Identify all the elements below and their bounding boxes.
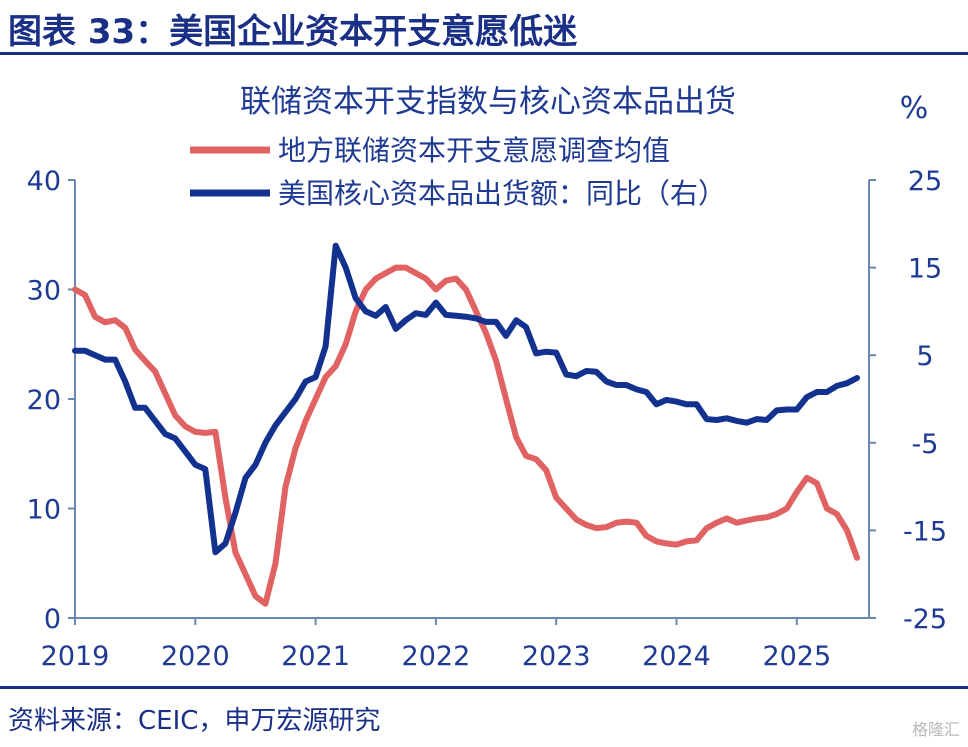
chart-title: 联储资本开支指数与核心资本品出货	[240, 84, 736, 120]
x-axis-tick-label: 2022	[402, 641, 471, 672]
series-line-left	[72, 264, 860, 607]
right-axis-tick-label: 25	[908, 166, 942, 197]
right-unit-label: %	[900, 91, 929, 126]
title-rule	[0, 52, 968, 55]
right-axis-tick-label: -5	[912, 429, 939, 460]
source-rule	[0, 686, 968, 689]
x-axis-tick-label: 2021	[281, 641, 350, 672]
figure-title: 图表 33：美国企业资本开支意愿低迷	[8, 12, 578, 52]
watermark-logo: 格隆汇	[911, 720, 960, 739]
right-axis-tick-label: -25	[903, 604, 947, 635]
right-axis-tick-label: -15	[903, 516, 947, 547]
x-axis-tick-label: 2025	[762, 641, 831, 672]
chart: 0 10 20 30 40 -25 -15 -5 5 15 25 2019 2020 2021 2022 20…	[27, 84, 947, 672]
source-note: 资料来源：CEIC，申万宏源研究	[8, 706, 381, 736]
legend-label-right-series: 美国核心资本品出货额：同比（右）	[278, 177, 726, 210]
left-axis-tick-label: 30	[27, 276, 61, 307]
x-axis-tick-label: 2019	[41, 641, 110, 672]
right-axis-tick-label: 5	[916, 341, 933, 372]
x-axis-tick-label: 2023	[522, 641, 591, 672]
left-axis-tick-label: 20	[27, 385, 61, 416]
left-axis-tick-label: 40	[27, 166, 61, 197]
right-axis-tick-label: 15	[908, 254, 942, 285]
x-axis-tick-label: 2024	[642, 641, 711, 672]
series-line-right	[72, 242, 860, 556]
left-axis-tick-label: 0	[44, 604, 61, 635]
left-axis-tick-label: 10	[27, 495, 61, 526]
legend-label-left-series: 地方联储资本开支意愿调查均值	[278, 134, 670, 167]
x-axis-tick-label: 2020	[161, 641, 230, 672]
